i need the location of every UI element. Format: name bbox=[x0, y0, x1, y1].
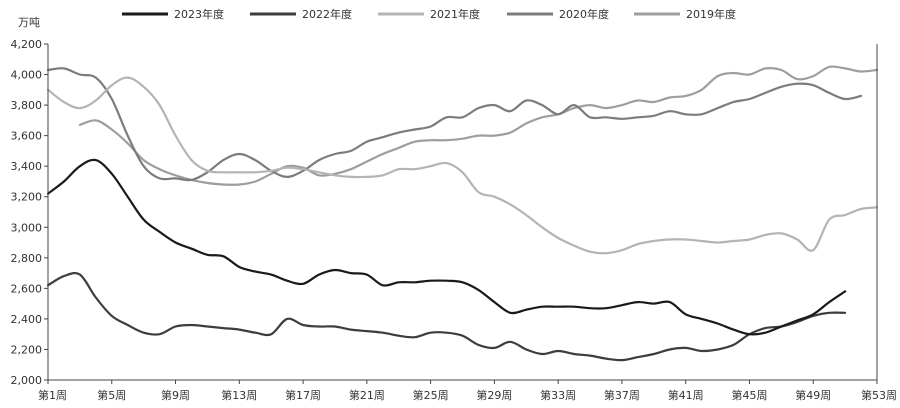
series-line-2020年度 bbox=[46, 67, 863, 182]
x-tick-label: 第33周 bbox=[540, 388, 576, 402]
x-tick-label: 第53周 bbox=[861, 388, 897, 402]
x-tick-label: 第9周 bbox=[161, 388, 190, 402]
y-tick-label: 2,000 bbox=[11, 374, 43, 387]
legend: 2023年度 2022年度 2021年度 2020年度 2019年度 bbox=[122, 7, 736, 21]
plot-area bbox=[46, 65, 879, 362]
x-tick-label: 第13周 bbox=[221, 388, 257, 402]
series-line-2019年度 bbox=[78, 65, 879, 186]
legend-label: 2020年度 bbox=[559, 7, 609, 21]
x-tick-label: 第49周 bbox=[795, 388, 831, 402]
x-tick-label: 第21周 bbox=[349, 388, 385, 402]
x-tick-label: 第45周 bbox=[731, 388, 767, 402]
y-tick-label: 3,200 bbox=[11, 191, 43, 204]
legend-label: 2023年度 bbox=[174, 7, 224, 21]
x-axis: 第1周 第5周 第9周 第13周 第17周 第21周 第25周 第29周 第33周 第37周 第41… bbox=[38, 44, 897, 402]
y-tick-label: 2,800 bbox=[11, 252, 43, 265]
series-line-2022年度 bbox=[46, 271, 847, 362]
legend-label: 2022年度 bbox=[302, 7, 352, 21]
y-axis: 2,000 2,200 2,400 2,600 2,800 3,000 3,200 3,400… bbox=[11, 38, 49, 387]
x-tick-label: 第37周 bbox=[604, 388, 640, 402]
x-tick-label: 第17周 bbox=[285, 388, 321, 402]
x-tick-label: 第1周 bbox=[38, 388, 67, 402]
y-tick-label: 4,000 bbox=[11, 69, 43, 82]
x-tick-label: 第5周 bbox=[97, 388, 126, 402]
series-line-2023年度 bbox=[46, 158, 847, 336]
y-tick-label: 3,600 bbox=[11, 130, 43, 143]
y-tick-label: 4,200 bbox=[11, 38, 43, 51]
y-tick-label: 3,800 bbox=[11, 99, 43, 112]
series-line-2021年度 bbox=[46, 76, 879, 255]
y-tick-label: 3,000 bbox=[11, 221, 43, 234]
legend-label: 2021年度 bbox=[430, 7, 480, 21]
y-tick-label: 2,200 bbox=[11, 343, 43, 356]
y-tick-label: 2,600 bbox=[11, 282, 43, 295]
y-tick-label: 2,400 bbox=[11, 313, 43, 326]
y-tick-label: 3,400 bbox=[11, 160, 43, 173]
x-tick-label: 第41周 bbox=[668, 388, 704, 402]
x-tick-label: 第29周 bbox=[476, 388, 512, 402]
legend-label: 2019年度 bbox=[686, 7, 736, 21]
y-axis-unit-label: 万吨 bbox=[18, 16, 40, 29]
x-tick-label: 第25周 bbox=[413, 388, 449, 402]
